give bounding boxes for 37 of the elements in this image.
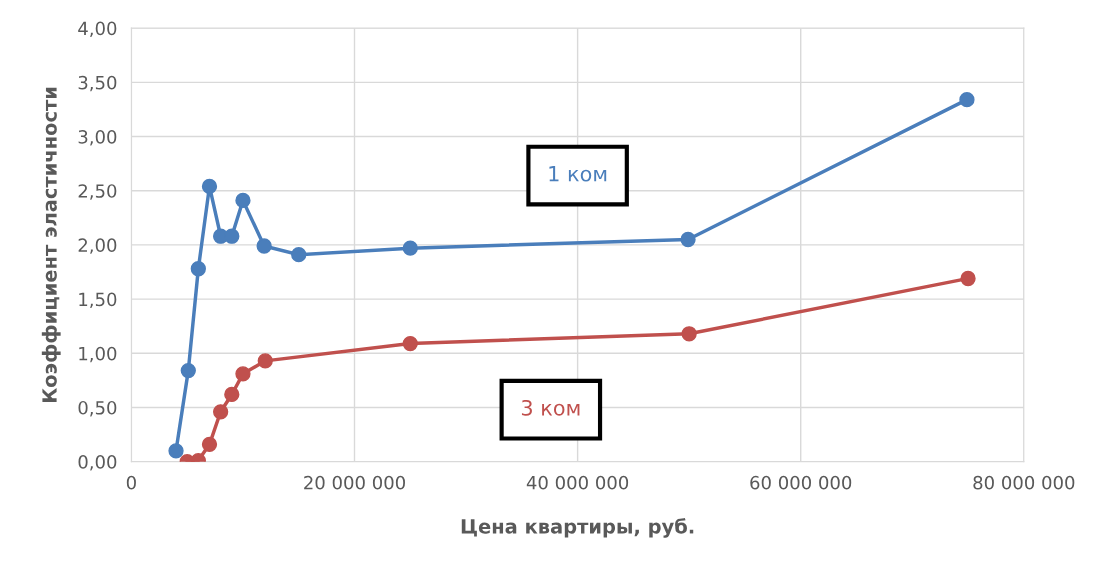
y-tick-label: 0,00	[78, 455, 117, 471]
x-tick-label: 60 000 000	[750, 475, 852, 490]
x-tick-label: 20 000 000	[304, 475, 405, 490]
point	[291, 247, 307, 263]
point	[256, 238, 272, 254]
x-axis-title: Цена квартиры, руб.	[461, 518, 694, 538]
point	[213, 404, 229, 420]
y-tick-label: 3,50	[78, 75, 117, 92]
point	[959, 92, 975, 108]
point	[960, 270, 976, 287]
x-tick-label: 40 000 000	[526, 475, 629, 490]
y-tick-label: 4,00	[78, 21, 117, 38]
point	[235, 366, 251, 382]
point	[681, 326, 697, 342]
x-tick-label: 80 000 000	[973, 475, 1075, 490]
text: 1 ком	[549, 166, 607, 182]
text: 3 ком	[521, 399, 580, 416]
point	[402, 240, 418, 256]
y-tick-label: 2,00	[78, 238, 117, 254]
point	[168, 443, 184, 459]
y-axis-title: Коэффициент эластичности	[41, 87, 61, 402]
point	[224, 228, 240, 244]
point	[201, 178, 218, 195]
point	[680, 231, 696, 248]
point	[190, 261, 206, 277]
y-tick-label: 1,00	[79, 346, 117, 363]
point	[180, 362, 196, 379]
point	[257, 353, 273, 369]
point	[201, 436, 218, 452]
y-tick-label: 3,00	[78, 129, 117, 146]
point	[402, 335, 418, 352]
point	[224, 386, 240, 403]
x-tick-label: 0	[126, 475, 136, 490]
y-tick-label: 2,50	[78, 184, 117, 200]
point	[235, 192, 251, 209]
y-tick-label: 1,50	[79, 292, 117, 309]
y-tick-label: 0,50	[78, 400, 117, 417]
